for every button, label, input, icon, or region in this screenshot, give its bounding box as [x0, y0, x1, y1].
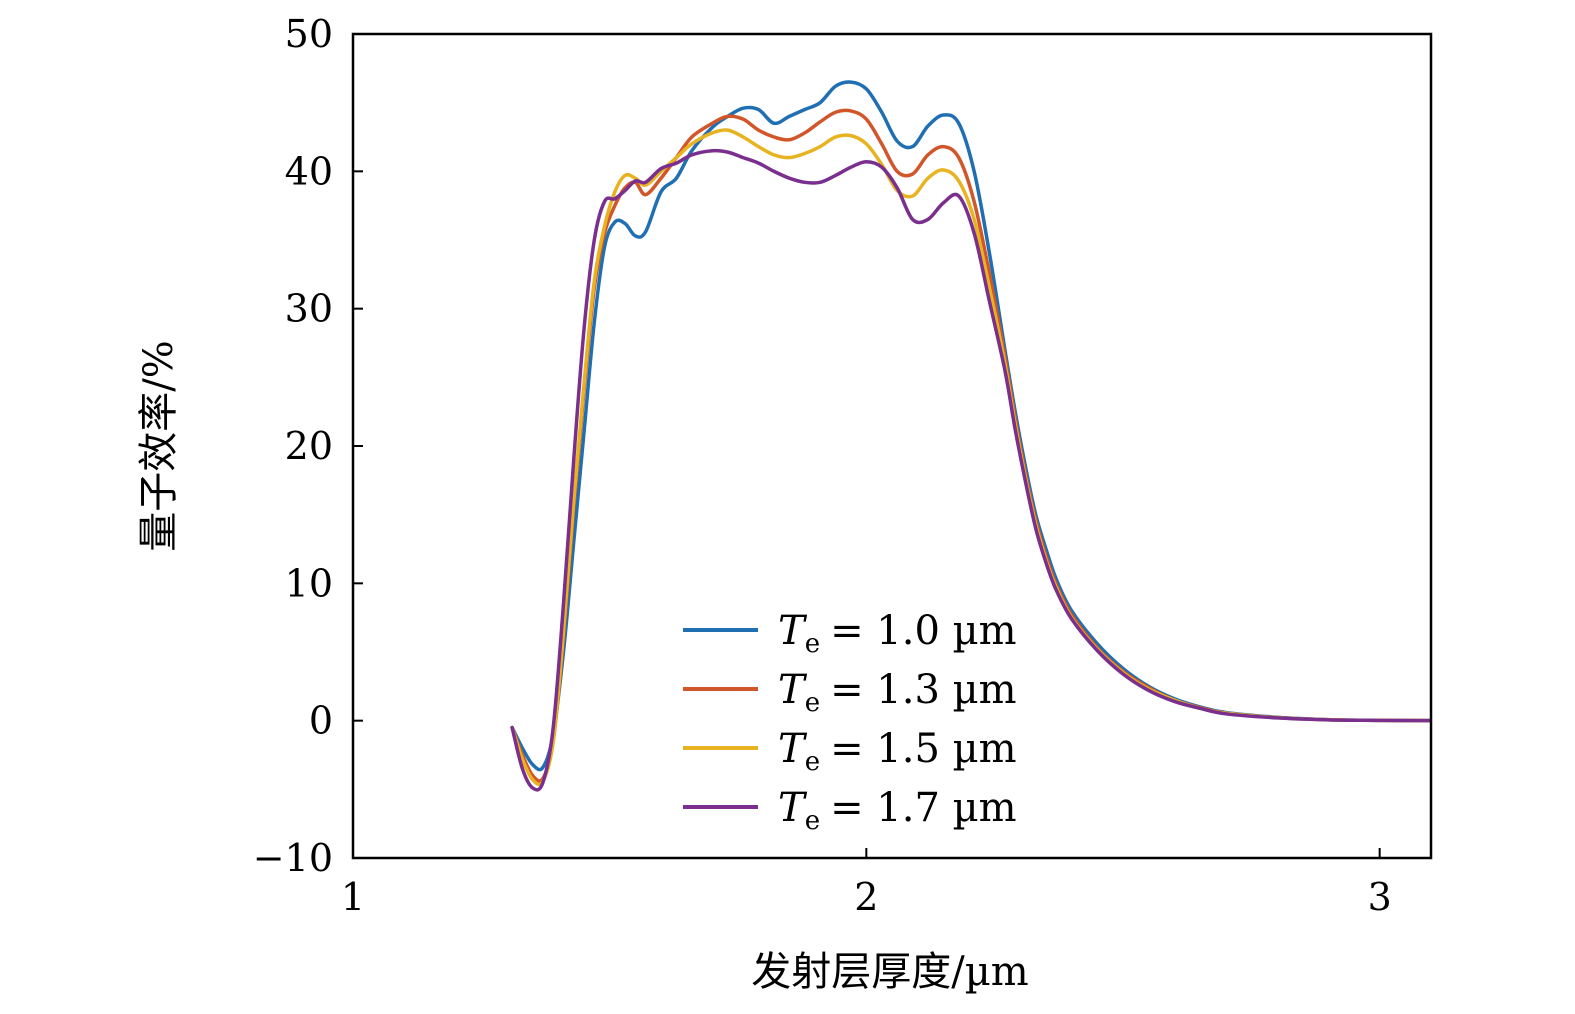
x-axis-title: 发射层厚度/µm [751, 949, 1028, 995]
y-tick-label: 10 [285, 561, 333, 605]
x-tick-label: 2 [854, 875, 878, 919]
legend-value: = 1.0 µm [830, 608, 1016, 654]
legend-label-3: Te = 1.5 µm [778, 726, 1017, 777]
series-line-4 [510, 148, 1431, 792]
series-line-1 [510, 80, 1431, 772]
legend-label-1: Te = 1.0 µm [778, 608, 1017, 659]
y-tick-label: 50 [285, 12, 333, 56]
legend-value: = 1.5 µm [830, 726, 1016, 772]
x-axis-ticks: 1 2 3 [341, 848, 1392, 919]
y-tick-label: 20 [285, 424, 333, 468]
x-tick-label: 1 [341, 875, 365, 919]
legend-value: = 1.7 µm [830, 785, 1016, 831]
y-tick-label: 0 [309, 699, 333, 743]
legend-symbol: T [778, 726, 808, 772]
legend-label-2: Te = 1.3 µm [778, 667, 1017, 718]
legend-subscript: e [805, 688, 820, 718]
y-tick-label: 30 [285, 287, 333, 331]
legend: Te = 1.0 µm Te = 1.3 µm Te = 1.5 µm Te = 1.7 µm [683, 608, 1017, 836]
y-axis-title: 量子效率/% [136, 340, 182, 551]
legend-symbol: T [778, 608, 808, 654]
legend-subscript: e [805, 806, 820, 836]
legend-subscript: e [805, 747, 820, 777]
series-layer [510, 80, 1431, 792]
legend-symbol: T [778, 667, 808, 713]
legend-subscript: e [805, 629, 820, 659]
y-tick-label: −10 [253, 836, 333, 880]
y-axis-ticks: −10 0 10 20 30 40 50 [253, 12, 363, 880]
x-tick-label: 3 [1368, 875, 1392, 919]
legend-label-4: Te = 1.7 µm [778, 785, 1017, 836]
y-tick-label: 40 [285, 149, 333, 193]
legend-symbol: T [778, 785, 808, 831]
legend-value: = 1.3 µm [830, 667, 1016, 713]
